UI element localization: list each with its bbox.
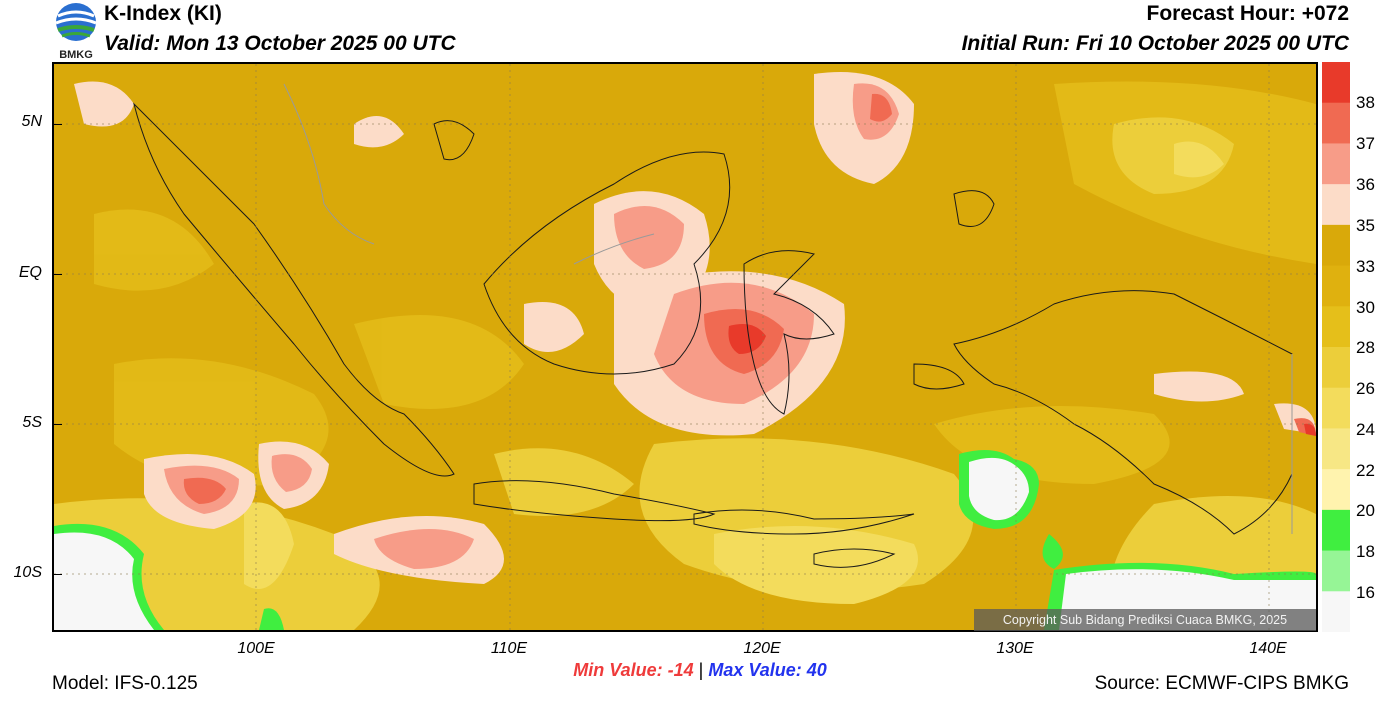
legend-label: 18 (1356, 542, 1375, 561)
bmkg-logo: BMKG (52, 2, 100, 61)
lat-label-10s: 10S (13, 564, 42, 581)
copyright-notice: Copyright Sub Bidang Prediksi Cuaca BMKG… (974, 609, 1316, 631)
svg-text:BMKG: BMKG (59, 49, 93, 60)
legend-label: 16 (1356, 583, 1375, 602)
lon-label-140e: 140E (1249, 640, 1287, 657)
legend-swatch (1322, 62, 1350, 104)
lat-label-5s: 5S (22, 414, 42, 431)
lon-label-130e: 130E (996, 640, 1034, 657)
initial-run: Initial Run: Fri 10 October 2025 00 UTC (961, 32, 1349, 55)
legend-label: 26 (1356, 379, 1375, 398)
legend-label: 37 (1356, 134, 1375, 153)
legend-swatch (1322, 428, 1350, 470)
lat-label-5n: 5N (21, 113, 42, 130)
legend-swatch (1322, 265, 1350, 307)
legend-label: 28 (1356, 338, 1375, 357)
legend-swatch (1322, 509, 1350, 552)
legend-label: 24 (1356, 420, 1375, 439)
legend-swatch (1322, 224, 1350, 267)
data-source: Source: ECMWF-CIPS BMKG (1094, 673, 1349, 694)
legend-swatch (1322, 387, 1350, 429)
map-title: K-Index (KI) (104, 2, 222, 25)
legend-label: 20 (1356, 501, 1375, 520)
min-max-values: Min Value: -14 | Max Value: 40 (0, 660, 1400, 681)
legend-swatch (1322, 102, 1350, 144)
legend-label: 30 (1356, 298, 1375, 317)
legend-swatch (1322, 347, 1350, 389)
color-legend (1322, 62, 1350, 633)
lon-label-100e: 100E (237, 640, 275, 657)
forecast-hour: Forecast Hour: +072 (1146, 2, 1350, 25)
legend-label: 33 (1356, 257, 1375, 276)
lat-label-eq: EQ (18, 264, 42, 281)
legend-label: 36 (1356, 175, 1375, 194)
legend-label: 38 (1356, 93, 1375, 112)
legend-swatch (1322, 550, 1350, 592)
legend-swatch (1322, 469, 1350, 511)
min-max-separator: | (698, 660, 704, 680)
legend-label: 35 (1356, 216, 1375, 235)
max-value: Max Value: 40 (708, 660, 827, 680)
legend-label: 22 (1356, 461, 1375, 480)
ki-map-canvas (54, 64, 1316, 630)
legend-swatch (1322, 143, 1350, 185)
valid-time: Valid: Mon 13 October 2025 00 UTC (104, 32, 456, 55)
ki-map (52, 62, 1318, 632)
min-value: Min Value: -14 (573, 660, 694, 680)
model-info: Model: IFS-0.125 (52, 673, 198, 694)
legend-swatch (1322, 184, 1350, 226)
legend-swatch (1322, 591, 1350, 633)
lon-label-120e: 120E (743, 640, 781, 657)
legend-swatch (1322, 306, 1350, 348)
lon-label-110e: 110E (490, 640, 528, 657)
